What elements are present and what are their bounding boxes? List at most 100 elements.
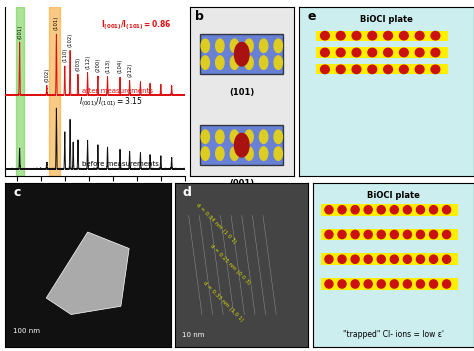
Circle shape — [377, 230, 385, 239]
Circle shape — [259, 147, 268, 160]
Circle shape — [352, 65, 361, 74]
Circle shape — [364, 230, 372, 239]
Text: (110): (110) — [62, 48, 67, 62]
Text: (113): (113) — [105, 58, 110, 73]
Circle shape — [403, 255, 411, 263]
Circle shape — [235, 42, 249, 66]
Circle shape — [245, 39, 253, 53]
Circle shape — [351, 230, 359, 239]
Circle shape — [429, 206, 438, 214]
Circle shape — [351, 280, 359, 288]
Circle shape — [368, 48, 377, 57]
Circle shape — [235, 133, 249, 157]
Text: BiOCl plate: BiOCl plate — [360, 15, 413, 25]
Text: d = 0.34 nm (1 0 1̅): d = 0.34 nm (1 0 1̅) — [195, 203, 237, 245]
Circle shape — [337, 65, 345, 74]
Circle shape — [259, 56, 268, 69]
Bar — [321, 204, 458, 216]
Text: (101): (101) — [54, 16, 59, 31]
Circle shape — [230, 130, 238, 144]
Circle shape — [377, 206, 385, 214]
Circle shape — [338, 280, 346, 288]
Circle shape — [230, 39, 238, 53]
Text: before measurements: before measurements — [82, 161, 158, 167]
Text: "trapped" Cl- ions = low ε': "trapped" Cl- ions = low ε' — [343, 330, 444, 339]
Circle shape — [201, 147, 210, 160]
Circle shape — [274, 130, 283, 144]
Text: $\mathbf{I_{(001)}/I_{(101)} = 0.86}$: $\mathbf{I_{(001)}/I_{(101)} = 0.86}$ — [101, 18, 172, 32]
Circle shape — [390, 280, 398, 288]
Circle shape — [274, 56, 283, 69]
Circle shape — [338, 230, 346, 239]
Circle shape — [429, 280, 438, 288]
Circle shape — [245, 147, 253, 160]
Circle shape — [443, 280, 451, 288]
Text: after measurements: after measurements — [82, 88, 153, 94]
Circle shape — [337, 48, 345, 57]
Circle shape — [325, 206, 333, 214]
Circle shape — [443, 255, 451, 263]
Circle shape — [201, 39, 210, 53]
Circle shape — [320, 32, 329, 40]
Circle shape — [338, 206, 346, 214]
Circle shape — [352, 48, 361, 57]
Circle shape — [351, 255, 359, 263]
Text: (200): (200) — [95, 58, 100, 72]
Polygon shape — [46, 232, 129, 314]
Circle shape — [383, 32, 392, 40]
Text: d = 0.25 nm (0 0 3): d = 0.25 nm (0 0 3) — [209, 244, 251, 286]
Circle shape — [429, 255, 438, 263]
FancyBboxPatch shape — [200, 125, 283, 165]
Circle shape — [325, 255, 333, 263]
Circle shape — [364, 206, 372, 214]
Circle shape — [259, 130, 268, 144]
Circle shape — [230, 147, 238, 160]
Bar — [49, 7, 60, 176]
FancyBboxPatch shape — [200, 34, 283, 74]
Circle shape — [320, 65, 329, 74]
Bar — [321, 278, 458, 290]
Circle shape — [337, 32, 345, 40]
Circle shape — [216, 130, 224, 144]
Circle shape — [443, 206, 451, 214]
Text: (102): (102) — [68, 32, 73, 46]
Circle shape — [400, 32, 408, 40]
Text: (101): (101) — [229, 88, 255, 97]
Bar — [16, 7, 25, 176]
Circle shape — [429, 230, 438, 239]
Circle shape — [201, 56, 210, 69]
Circle shape — [417, 280, 425, 288]
X-axis label: 2θ (deg): 2θ (deg) — [77, 200, 112, 209]
Circle shape — [325, 230, 333, 239]
Text: (003): (003) — [75, 57, 81, 71]
Circle shape — [383, 48, 392, 57]
Circle shape — [390, 230, 398, 239]
Circle shape — [443, 230, 451, 239]
Text: e: e — [307, 11, 316, 24]
Circle shape — [352, 32, 361, 40]
Text: c: c — [13, 186, 20, 199]
Circle shape — [400, 48, 408, 57]
Circle shape — [431, 48, 440, 57]
Text: 100 nm: 100 nm — [13, 328, 40, 334]
Bar — [316, 31, 447, 41]
Circle shape — [415, 48, 424, 57]
Circle shape — [390, 206, 398, 214]
Circle shape — [274, 39, 283, 53]
Circle shape — [338, 255, 346, 263]
Circle shape — [216, 39, 224, 53]
Circle shape — [259, 39, 268, 53]
Bar — [321, 229, 458, 240]
Text: BiOCl plate: BiOCl plate — [367, 191, 420, 200]
Text: b: b — [195, 11, 204, 24]
Circle shape — [431, 65, 440, 74]
Circle shape — [351, 206, 359, 214]
Bar — [321, 253, 458, 265]
Circle shape — [403, 230, 411, 239]
Circle shape — [417, 230, 425, 239]
Text: (001): (001) — [17, 24, 22, 39]
Circle shape — [403, 280, 411, 288]
Circle shape — [390, 255, 398, 263]
Circle shape — [230, 56, 238, 69]
Circle shape — [364, 280, 372, 288]
